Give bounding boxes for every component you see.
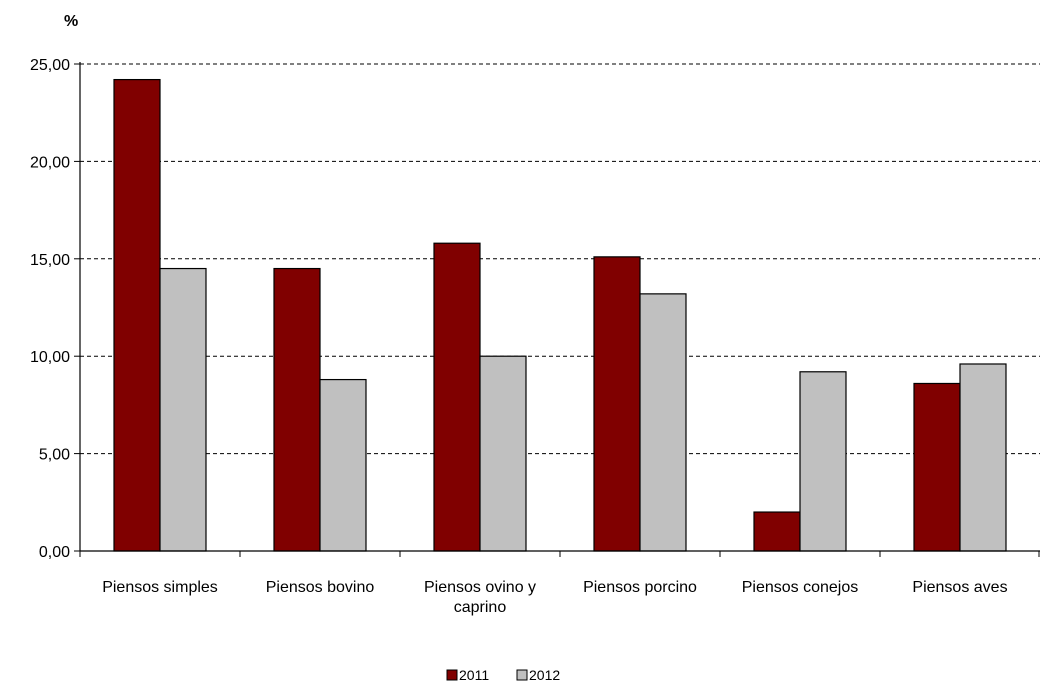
- x-tick-label: Piensos porcino: [583, 579, 697, 596]
- bar-2011: [913, 382, 961, 552]
- bar-2012: [959, 363, 1007, 552]
- bar-2011: [113, 78, 161, 552]
- y-tick-label: 25,00: [30, 57, 70, 74]
- x-axis-labels: Piensos simples Piensos bovino Piensos ovi…: [102, 579, 1007, 616]
- bar-2012: [639, 293, 687, 552]
- y-tick-label: 0,00: [39, 544, 70, 561]
- x-tick-label: Piensos bovino: [266, 579, 375, 596]
- bar-2012: [479, 355, 527, 552]
- x-tick-label: Piensos simples: [102, 579, 218, 596]
- x-tick-label: Piensos ovino y: [424, 579, 536, 596]
- axes: [79, 62, 1040, 557]
- y-axis-ticks: 0,00 5,00 10,00 15,00 20,00 25,00: [30, 57, 80, 561]
- x-tick-label: Piensos conejos: [742, 579, 859, 596]
- legend-label-2012: 2012: [529, 667, 560, 683]
- legend-swatch-2012: [516, 669, 528, 681]
- bar-2011: [273, 267, 321, 552]
- x-tick-label: caprino: [454, 599, 507, 616]
- bar-2012: [799, 371, 847, 552]
- y-tick-label: 20,00: [30, 154, 70, 171]
- bar-2011: [753, 511, 801, 552]
- y-axis-label: %: [64, 13, 78, 30]
- y-tick-label: 15,00: [30, 252, 70, 269]
- x-tick-label: Piensos aves: [912, 579, 1007, 596]
- bar-2011: [433, 242, 481, 552]
- legend-label-2011: 2011: [459, 667, 489, 683]
- bar-2012: [319, 378, 367, 552]
- legend-swatch-2011: [446, 669, 458, 681]
- bar-2012: [159, 267, 207, 552]
- legend: 2011 2012: [446, 667, 560, 683]
- y-tick-label: 10,00: [30, 349, 70, 366]
- bar-2011: [593, 256, 641, 552]
- gridlines: [80, 63, 1040, 455]
- bars: [113, 78, 1007, 552]
- y-tick-label: 5,00: [39, 447, 70, 464]
